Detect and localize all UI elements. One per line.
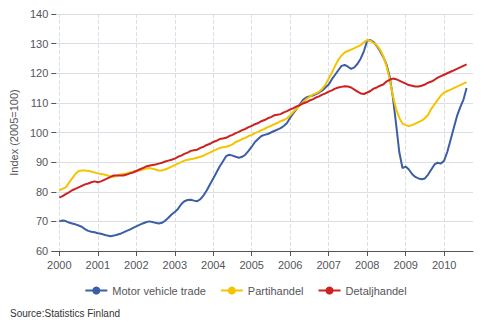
svg-text:110: 110 [31,97,49,109]
svg-text:Source:Statistics Finland: Source:Statistics Finland [10,308,120,319]
svg-text:2007: 2007 [316,259,340,271]
svg-text:2005: 2005 [239,259,263,271]
svg-text:Partihandel: Partihandel [248,285,304,297]
svg-text:130: 130 [30,38,48,50]
svg-text:80: 80 [36,186,48,198]
svg-text:2004: 2004 [201,259,225,271]
svg-text:2006: 2006 [278,259,302,271]
svg-text:Detaljhandel: Detaljhandel [346,285,407,297]
svg-text:100: 100 [30,127,48,139]
svg-text:2000: 2000 [47,259,71,271]
svg-text:2008: 2008 [355,259,379,271]
svg-text:2009: 2009 [393,259,417,271]
svg-text:60: 60 [36,245,48,257]
svg-text:Index (2005=100): Index (2005=100) [8,89,20,176]
svg-text:90: 90 [36,156,48,168]
svg-text:Motor vehicle trade: Motor vehicle trade [112,285,206,297]
svg-text:2001: 2001 [86,259,110,271]
svg-text:2010: 2010 [432,259,456,271]
svg-text:120: 120 [30,67,48,79]
svg-text:2002: 2002 [124,259,148,271]
svg-text:70: 70 [36,215,48,227]
svg-text:140: 140 [30,8,48,20]
svg-text:2003: 2003 [163,259,187,271]
